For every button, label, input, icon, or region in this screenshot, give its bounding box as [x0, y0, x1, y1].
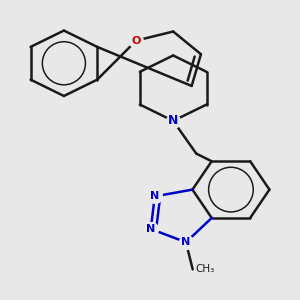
Text: N: N	[168, 114, 178, 128]
Text: N: N	[181, 237, 190, 247]
Text: CH₃: CH₃	[196, 264, 215, 274]
Text: N: N	[146, 224, 155, 234]
Text: O: O	[131, 36, 141, 46]
Text: N: N	[150, 191, 159, 201]
